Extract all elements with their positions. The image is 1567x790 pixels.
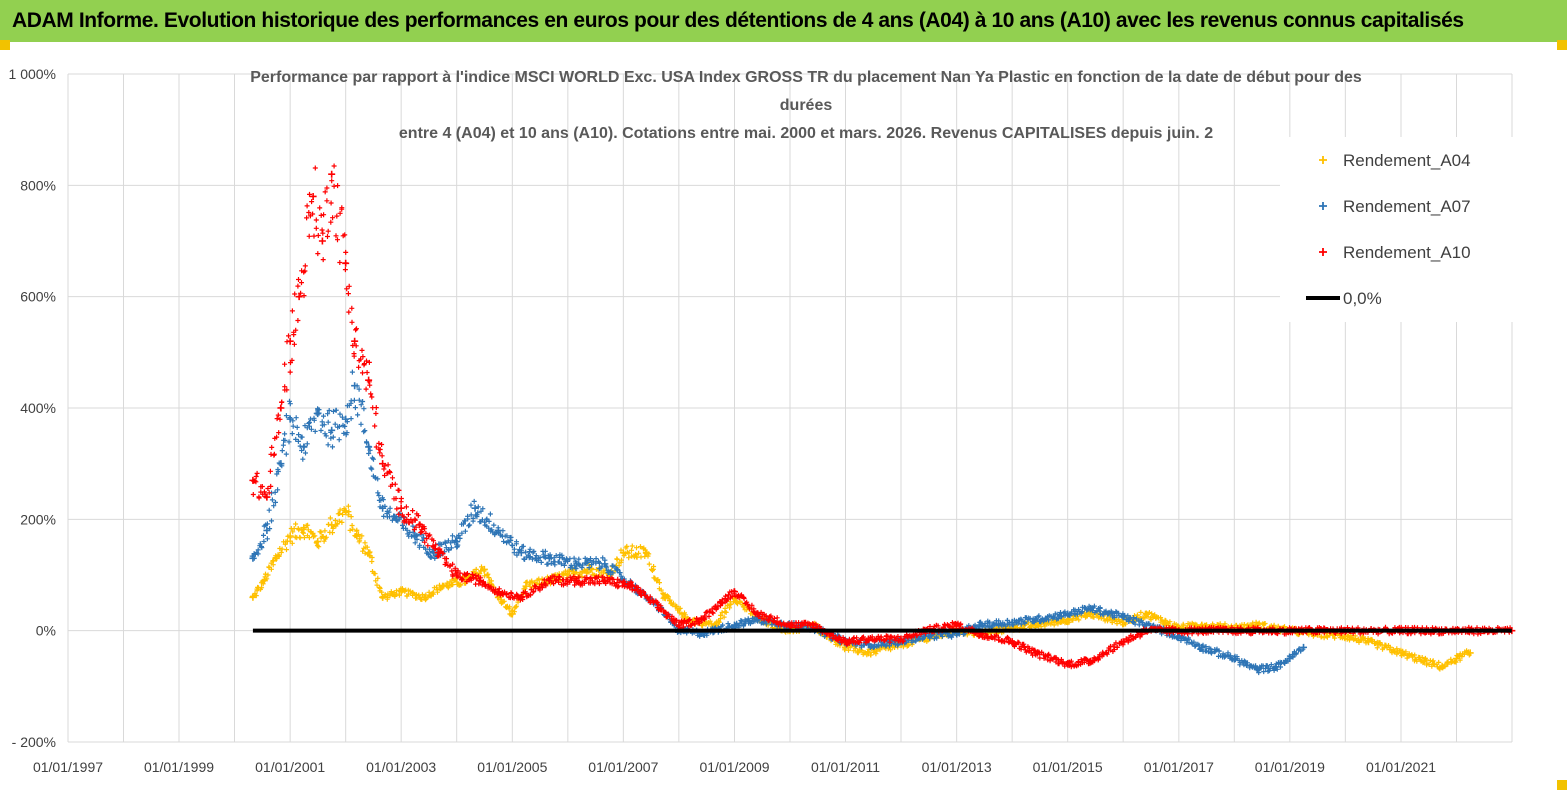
y-tick-label: 600%: [20, 289, 56, 305]
x-tick-label: 01/01/1999: [144, 759, 214, 775]
data-point: [397, 504, 405, 512]
y-tick-label: 200%: [20, 511, 56, 527]
data-point: [415, 521, 423, 529]
x-tick-label: 01/01/2015: [1033, 759, 1103, 775]
corner-marker: [1557, 780, 1567, 790]
legend-label: Rendement_A07: [1343, 197, 1471, 216]
chart-legend: Rendement_A04 Rendement_A07 Rendement_A10 0…: [1280, 137, 1530, 322]
data-point: [328, 170, 336, 178]
legend-marker-swatch: [1319, 248, 1327, 256]
data-point: [309, 192, 317, 200]
data-point: [295, 293, 303, 301]
chart-title: Performance par rapport à l'indice MSCI …: [250, 69, 1362, 142]
corner-marker: [0, 40, 10, 50]
x-tick-label: 01/01/2019: [1255, 759, 1325, 775]
x-tick-label: 01/01/2011: [811, 759, 880, 775]
x-tick-label: 01/01/2009: [699, 759, 769, 775]
legend-marker-swatch: [1319, 156, 1327, 164]
report-banner: ADAM Informe. Evolution historique des p…: [0, 0, 1567, 42]
x-tick-label: 01/01/2003: [366, 759, 436, 775]
legend-marker-swatch: [1319, 202, 1327, 210]
x-tick-label: 01/01/2017: [1144, 759, 1214, 775]
corner-marker: [1557, 40, 1567, 50]
y-tick-label: - 200%: [12, 734, 56, 750]
x-tick-label: 01/01/2021: [1366, 759, 1436, 775]
chart-title-line: entre 4 (A04) et 10 ans (A10). Cotations…: [399, 125, 1213, 142]
performance-scatter-chart: - 200% 0% 200% 400% 600% 800% 1 000% 01/01/1997…: [9, 66, 1530, 775]
x-tick-label: 01/01/2013: [922, 759, 992, 775]
data-point: [351, 337, 359, 345]
y-tick-label: 0%: [36, 623, 56, 639]
x-tick-label: 01/01/1997: [33, 759, 103, 775]
chart-title-line: Performance par rapport à l'indice MSCI …: [250, 69, 1362, 86]
legend-label: Rendement_A04: [1343, 151, 1471, 170]
chart-series: [249, 163, 1516, 676]
data-point: [471, 504, 479, 512]
x-tick-label: 01/01/2007: [588, 759, 658, 775]
y-tick-label: 800%: [20, 177, 56, 193]
y-tick-label: 400%: [20, 400, 56, 416]
y-tick-label: 1 000%: [9, 66, 56, 82]
legend-background: [1280, 137, 1530, 322]
chart-axes: - 200% 0% 200% 400% 600% 800% 1 000% 01/01/1997…: [9, 66, 1437, 775]
legend-label: Rendement_A10: [1343, 243, 1471, 262]
x-tick-label: 01/01/2001: [255, 759, 325, 775]
data-point: [318, 237, 326, 245]
data-point: [365, 376, 373, 384]
chart-title-line: durées: [780, 97, 833, 114]
legend-label: 0,0%: [1343, 289, 1382, 308]
x-tick-label: 01/01/2005: [477, 759, 547, 775]
banner-title: ADAM Informe. Evolution historique des p…: [12, 9, 1464, 32]
